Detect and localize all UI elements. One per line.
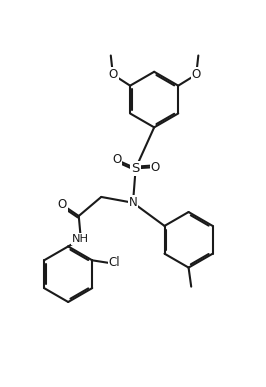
Text: O: O [108, 68, 118, 81]
Text: N: N [129, 196, 137, 209]
Text: O: O [192, 68, 201, 81]
Text: Cl: Cl [109, 257, 120, 269]
Text: S: S [131, 162, 140, 175]
Text: O: O [58, 199, 67, 211]
Text: NH: NH [72, 234, 89, 244]
Text: O: O [112, 153, 121, 166]
Text: O: O [151, 161, 160, 173]
